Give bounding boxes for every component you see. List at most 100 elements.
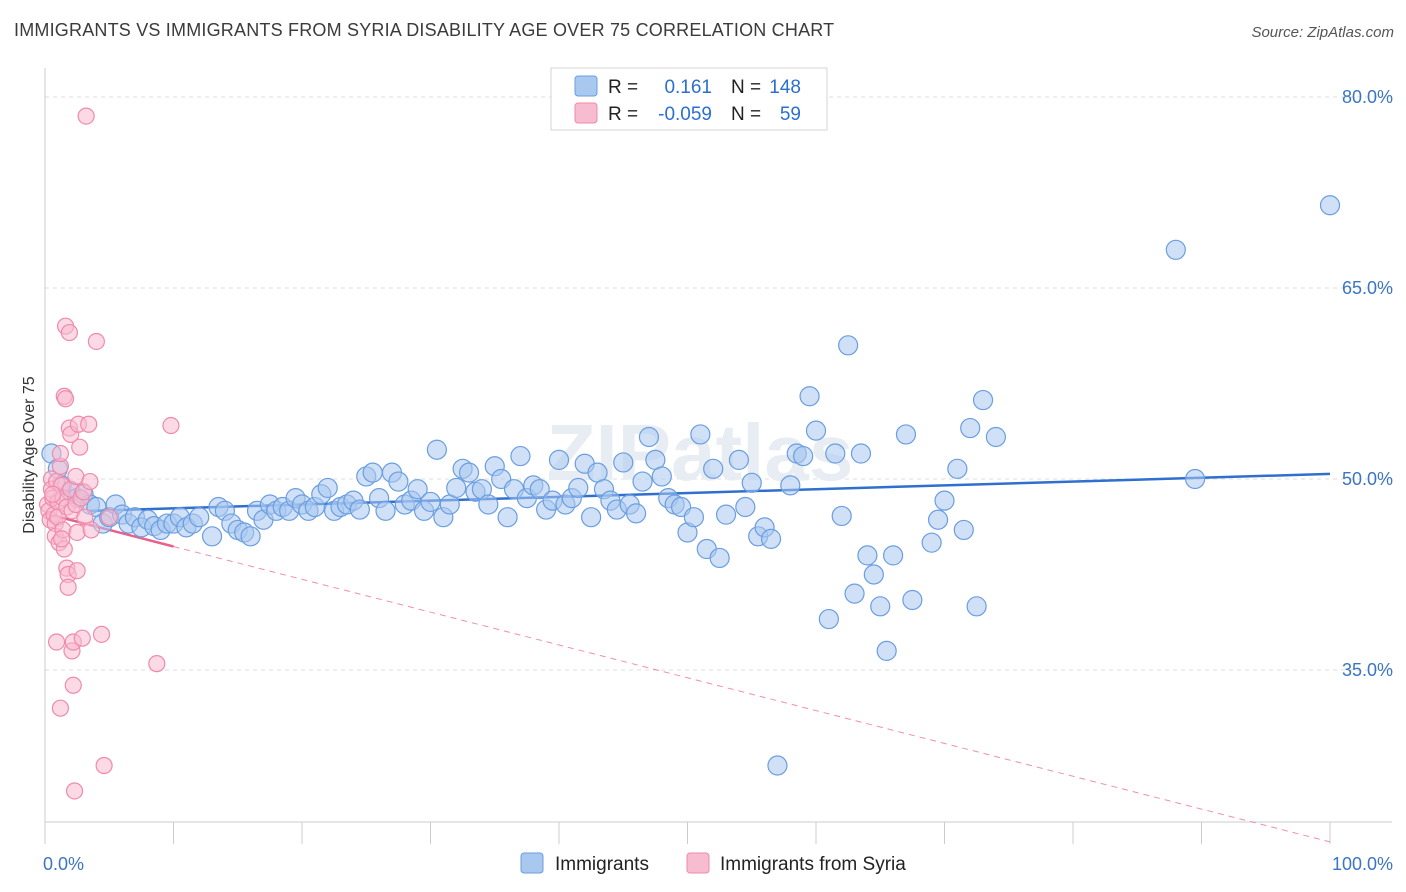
legend-swatch-syria xyxy=(574,102,598,124)
immigrants-point xyxy=(420,491,441,513)
immigrants-point xyxy=(927,509,949,530)
immigrants-point xyxy=(510,445,531,467)
bottom-legend-syria: Immigrants from Syria xyxy=(720,854,906,875)
immigrants-point xyxy=(780,475,801,496)
legend-r-value-1: 0.161 xyxy=(664,77,712,98)
x-tick-label: 0.0% xyxy=(43,854,84,874)
immigrants-point xyxy=(838,335,859,356)
immigrants-point xyxy=(793,445,814,467)
immigrants-point xyxy=(349,499,370,520)
syria-point xyxy=(81,472,99,491)
immigrants-point xyxy=(934,490,955,511)
x-tick-label: 100.0% xyxy=(1332,854,1393,874)
immigrants-point xyxy=(953,519,974,541)
immigrants-point xyxy=(760,528,782,549)
immigrants-point xyxy=(857,545,878,566)
syria-point xyxy=(71,438,89,456)
bottom-legend-swatch-syria xyxy=(686,852,710,874)
bottom-legend-immigrants: Immigrants xyxy=(555,854,649,875)
immigrants-point xyxy=(882,545,904,566)
syria-point xyxy=(64,676,82,694)
bottom-legend: Immigrants Immigrants from Syria xyxy=(520,852,906,875)
syria-point xyxy=(95,756,113,775)
immigrants-point xyxy=(362,462,383,483)
immigrants-point xyxy=(548,449,570,470)
immigrants-point xyxy=(728,449,750,470)
legend-r-label-1: R = xyxy=(608,77,638,98)
syria-point xyxy=(162,416,180,435)
legend-swatch-immigrants xyxy=(574,75,598,97)
syria-point xyxy=(80,415,98,433)
immigrants-point xyxy=(921,532,942,553)
syria-point xyxy=(51,444,70,463)
y-tick-label: 50.0% xyxy=(1342,469,1393,489)
immigrants-point xyxy=(831,505,852,527)
syria-point xyxy=(73,629,91,647)
immigrants-point xyxy=(529,479,550,500)
immigrants-point xyxy=(876,640,897,662)
immigrants-point xyxy=(240,526,261,547)
syria-point xyxy=(44,485,62,503)
immigrants-point xyxy=(388,471,409,492)
immigrants-point xyxy=(960,417,981,439)
immigrants-point xyxy=(767,755,788,776)
legend-n-value-1: 148 xyxy=(769,77,801,98)
immigrants-point xyxy=(966,596,987,617)
immigrants-point xyxy=(709,547,730,569)
immigrants-point xyxy=(625,503,647,524)
y-tick-label: 35.0% xyxy=(1342,660,1393,680)
immigrants-point xyxy=(638,426,660,448)
syria-point xyxy=(100,508,118,526)
immigrants-point xyxy=(805,420,827,441)
syria-point xyxy=(51,699,70,717)
legend-n-value-2: 59 xyxy=(780,104,801,125)
legend-n-label-1: N = xyxy=(731,77,761,98)
immigrants-point xyxy=(715,504,737,525)
immigrants-point xyxy=(189,507,210,528)
immigrants-point xyxy=(683,507,705,528)
immigrants-point xyxy=(818,608,839,630)
immigrants-point xyxy=(895,424,917,445)
syria-point xyxy=(60,323,79,342)
syria-point xyxy=(77,107,95,125)
y-axis-label: Disability Age Over 75 xyxy=(21,376,38,534)
y-tick-label: 80.0% xyxy=(1342,87,1393,107)
source-attribution: Source: ZipAtlas.com xyxy=(1251,24,1394,41)
immigrants-point xyxy=(902,589,923,611)
immigrants-point xyxy=(870,596,891,617)
immigrants-point xyxy=(741,472,762,493)
immigrants-point xyxy=(972,389,994,411)
legend-n-label-2: N = xyxy=(731,104,761,125)
data-points xyxy=(38,107,1341,800)
syria-point xyxy=(56,390,75,408)
y-tick-label: 65.0% xyxy=(1342,278,1393,298)
immigrants-point xyxy=(632,471,653,492)
immigrants-point xyxy=(613,452,634,473)
immigrants-point xyxy=(1184,468,1206,490)
syria-point xyxy=(87,332,106,351)
immigrants-point xyxy=(690,424,711,445)
immigrants-point xyxy=(1165,239,1186,260)
legend-r-value-2: -0.059 xyxy=(658,104,712,125)
axes xyxy=(44,68,1392,844)
immigrants-point xyxy=(825,443,846,464)
immigrants-point xyxy=(446,477,467,499)
immigrants-point xyxy=(581,507,602,528)
syria-point xyxy=(59,578,77,596)
syria-point xyxy=(148,655,166,673)
syria-point xyxy=(68,523,86,542)
immigrants-point xyxy=(568,477,589,499)
immigrants-point xyxy=(985,426,1007,448)
immigrants-point xyxy=(703,458,724,479)
immigrants-point xyxy=(201,526,223,547)
immigrants-point xyxy=(735,496,756,518)
immigrants-point xyxy=(426,439,448,460)
immigrants-point xyxy=(863,564,884,585)
immigrants-point xyxy=(1319,195,1341,216)
syria-point xyxy=(65,782,84,800)
immigrants-point xyxy=(478,494,499,515)
immigrants-point xyxy=(317,477,338,499)
chart-title: IMMIGRANTS VS IMMIGRANTS FROM SYRIA DISA… xyxy=(14,20,835,40)
syria-point xyxy=(47,633,66,651)
